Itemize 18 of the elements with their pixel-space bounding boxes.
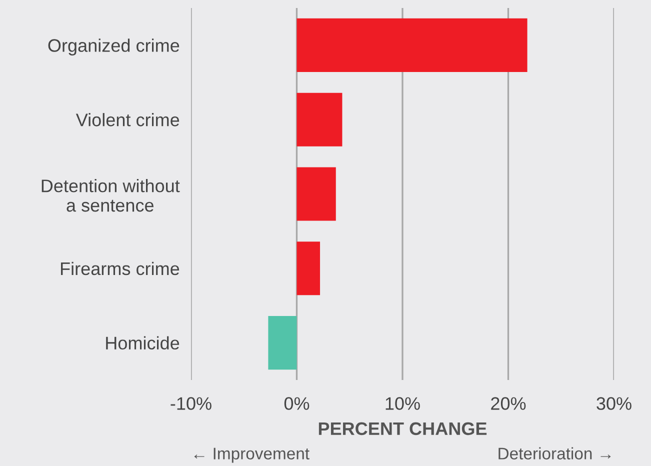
text: ← Improvement [194,448,310,463]
text: Deterioration → [498,447,611,460]
x-tick-label: -10% [170,397,212,410]
bar [296,242,320,296]
bar [296,92,342,146]
y-tick-label: Detention without a sentence [42,179,180,212]
x-tick-label: 10% [386,397,420,410]
x-tick-label: 20% [491,397,526,410]
x-tick-label: 30% [596,397,632,410]
bar [268,316,297,370]
y-tick-label: Homicide [106,336,180,350]
bar [296,18,528,72]
x-tick-label: 0% [284,397,310,410]
y-tick-label: Firearms crime [61,262,180,276]
y-tick-label: Violent crime [76,113,180,126]
x-axis-title: PERCENT CHANGE [318,422,487,436]
bar [296,167,336,221]
y-tick-label: Organized crime [48,38,180,56]
